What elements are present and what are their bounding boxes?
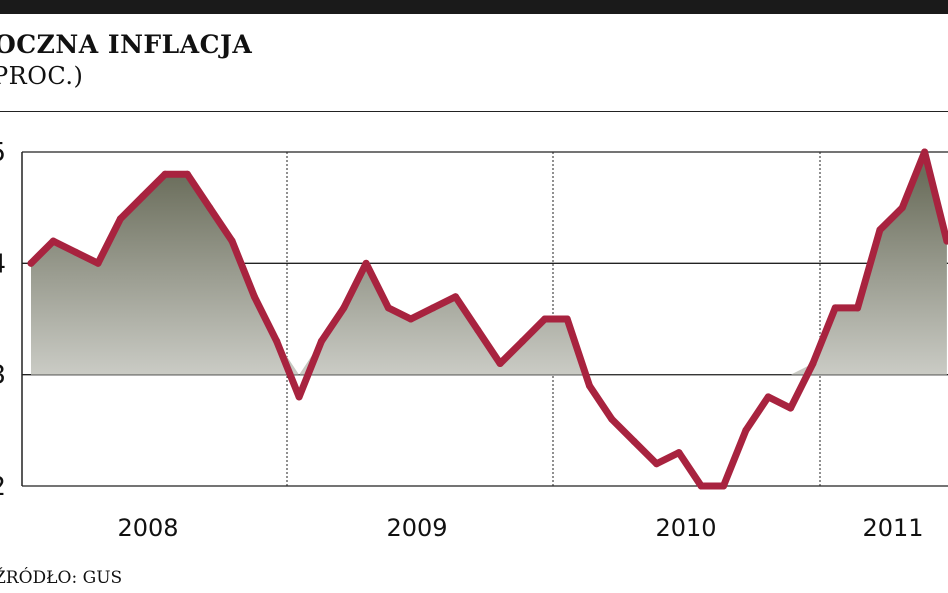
- data-point: [898, 204, 906, 212]
- data-point: [250, 293, 258, 301]
- y-tick-label: 2: [0, 472, 6, 502]
- data-point: [720, 482, 728, 490]
- data-point: [608, 415, 616, 423]
- data-point: [563, 315, 571, 323]
- y-tick-label: 3: [0, 361, 6, 391]
- data-point: [317, 337, 325, 345]
- inflation-chart: 2 3 4 5 2008 2009 2010 2011: [0, 138, 948, 542]
- x-year-label: 2010: [655, 514, 716, 542]
- x-year-label: 2011: [862, 514, 923, 542]
- data-point: [183, 170, 191, 178]
- data-point: [787, 404, 795, 412]
- data-point: [228, 237, 236, 245]
- data-point: [362, 259, 370, 267]
- data-point: [474, 326, 482, 334]
- data-point: [273, 337, 281, 345]
- y-tick-label: 5: [0, 138, 6, 168]
- data-point: [27, 259, 35, 267]
- data-point: [340, 304, 348, 312]
- header-divider: [0, 111, 948, 112]
- data-point: [496, 360, 504, 368]
- y-tick-label: 4: [0, 249, 6, 279]
- data-point: [161, 170, 169, 178]
- data-point: [831, 304, 839, 312]
- data-point: [139, 193, 147, 201]
- data-point: [384, 304, 392, 312]
- data-point: [675, 449, 683, 457]
- data-point: [295, 393, 303, 401]
- data-point: [49, 237, 57, 245]
- data-point: [429, 304, 437, 312]
- inflation-line: [27, 148, 948, 490]
- data-point: [764, 393, 772, 401]
- data-point: [697, 482, 705, 490]
- data-point: [809, 360, 817, 368]
- data-point: [518, 337, 526, 345]
- top-bar: [0, 0, 948, 14]
- x-year-label: 2008: [117, 514, 178, 542]
- chart-subtitle: PROC.): [0, 62, 84, 90]
- data-point: [943, 237, 948, 245]
- data-point: [921, 148, 929, 156]
- data-point: [116, 215, 124, 223]
- source-note: ŹRÓDŁO: GUS: [0, 568, 123, 588]
- data-point: [94, 259, 102, 267]
- data-point: [451, 293, 459, 301]
- x-year-label: 2009: [386, 514, 447, 542]
- data-point: [742, 426, 750, 434]
- data-point: [72, 248, 80, 256]
- data-point: [653, 460, 661, 468]
- data-point: [206, 204, 214, 212]
- data-point: [876, 226, 884, 234]
- inflation-area-fill: [31, 152, 947, 375]
- chart-title: OCZNA INFLACJA: [0, 30, 253, 59]
- data-point: [630, 437, 638, 445]
- data-point: [586, 382, 593, 390]
- data-point: [541, 315, 549, 323]
- data-point: [854, 304, 862, 312]
- data-point: [407, 315, 415, 323]
